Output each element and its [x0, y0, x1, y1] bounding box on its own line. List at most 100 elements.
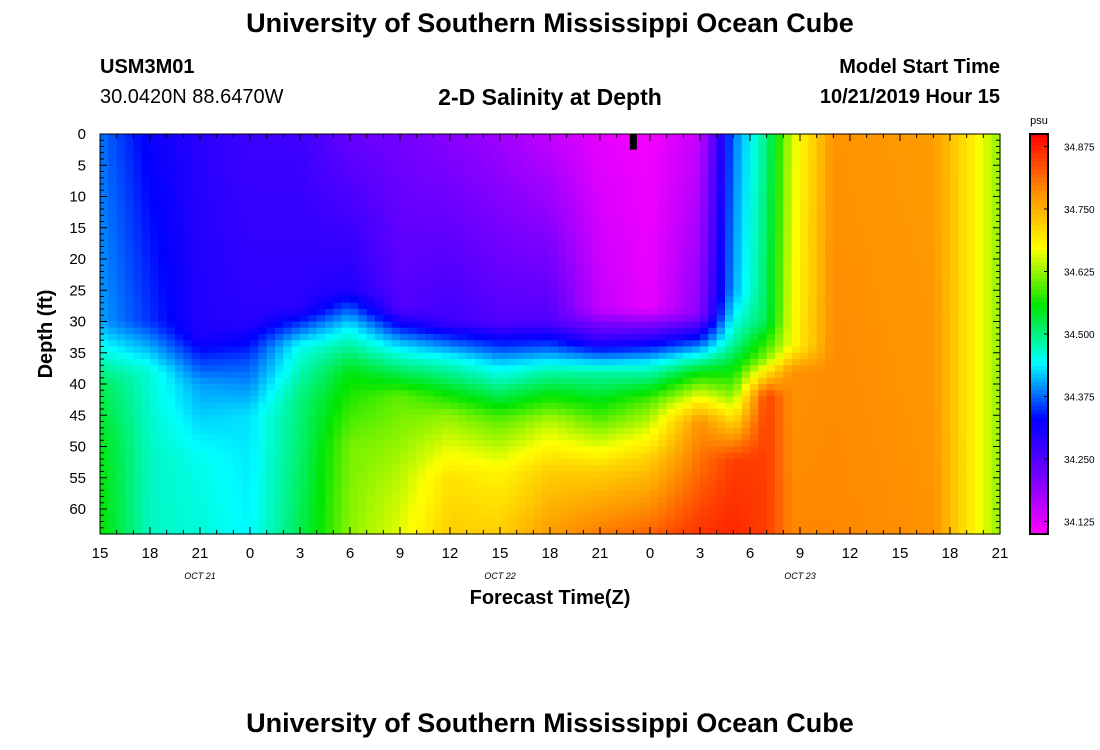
heatmap-cell	[208, 284, 218, 291]
heatmap-cell	[200, 309, 209, 316]
heatmap-cell	[533, 309, 543, 316]
heatmap-cell	[183, 209, 193, 216]
heatmap-cell	[408, 427, 418, 435]
heatmap-cell	[608, 152, 618, 160]
heatmap-cell	[383, 234, 393, 241]
heatmap-cell	[366, 196, 376, 204]
heatmap-cell	[100, 271, 109, 279]
heatmap-cell	[366, 284, 376, 291]
heatmap-cell	[258, 352, 268, 360]
heatmap-cell	[175, 221, 184, 229]
heatmap-cell	[291, 259, 301, 266]
heatmap-cell	[450, 352, 459, 360]
heatmap-cell	[650, 265, 659, 273]
heatmap-cell	[691, 502, 701, 510]
heatmap-cell	[258, 346, 268, 354]
heatmap-cell	[125, 171, 134, 179]
heatmap-cell	[525, 359, 534, 366]
heatmap-cell	[716, 527, 726, 535]
heatmap-cell	[625, 359, 634, 366]
heatmap-cell	[183, 502, 193, 510]
heatmap-cell	[283, 509, 293, 516]
heatmap-cell	[633, 227, 643, 235]
heatmap-cell	[483, 171, 493, 179]
heatmap-cell	[741, 396, 751, 404]
heatmap-cell	[166, 384, 176, 391]
heatmap-cell	[100, 290, 109, 298]
heatmap-cell	[108, 215, 118, 223]
heatmap-cell	[308, 277, 318, 285]
heatmap-cell	[733, 527, 743, 535]
heatmap-cell	[666, 196, 676, 204]
heatmap-cell	[291, 277, 301, 285]
heatmap-cell	[125, 384, 134, 391]
heatmap-cell	[491, 284, 501, 291]
heatmap-cell	[675, 252, 684, 260]
heatmap-cell	[283, 340, 293, 348]
heatmap-cell	[416, 502, 426, 510]
heatmap-cell	[150, 377, 159, 385]
heatmap-cell	[308, 177, 318, 185]
heatmap-cell	[100, 377, 109, 385]
heatmap-cell	[433, 171, 443, 179]
heatmap-cell	[333, 252, 343, 260]
heatmap-cell	[458, 152, 468, 160]
heatmap-cell	[183, 134, 193, 141]
heatmap-cell	[308, 515, 318, 523]
heatmap-cell	[333, 521, 343, 529]
heatmap-cell	[183, 327, 193, 335]
heatmap-cell	[333, 471, 343, 479]
heatmap-cell	[608, 340, 618, 348]
heatmap-cell	[483, 252, 493, 260]
heatmap-cell	[241, 309, 251, 316]
heatmap-cell	[433, 246, 443, 254]
heatmap-cell	[675, 209, 684, 216]
heatmap-cell	[641, 290, 651, 298]
heatmap-cell	[600, 165, 609, 173]
heatmap-cell	[325, 459, 334, 466]
heatmap-cell	[283, 209, 293, 216]
heatmap-cell	[650, 221, 659, 229]
heatmap-cell	[533, 240, 543, 248]
heatmap-cell	[150, 246, 159, 254]
heatmap-cell	[433, 359, 443, 366]
heatmap-cell	[333, 277, 343, 285]
heatmap-cell	[591, 352, 601, 360]
heatmap-cell	[491, 390, 501, 398]
heatmap-cell	[400, 296, 409, 304]
heatmap-cell	[383, 146, 393, 154]
heatmap-cell	[566, 377, 576, 385]
heatmap-cell	[283, 146, 293, 154]
heatmap-cell	[391, 427, 401, 435]
heatmap-cell	[625, 427, 634, 435]
heatmap-cell	[108, 134, 118, 141]
heatmap-cell	[108, 402, 118, 410]
heatmap-cell	[366, 390, 376, 398]
heatmap-cell	[500, 365, 509, 373]
heatmap-cell	[408, 259, 418, 266]
heatmap-cell	[558, 340, 568, 348]
heatmap-cell	[216, 484, 226, 491]
heatmap-cell	[366, 146, 376, 154]
heatmap-cell	[416, 409, 426, 416]
heatmap-cell	[216, 346, 226, 354]
heatmap-cell	[450, 359, 459, 366]
heatmap-cell	[191, 490, 201, 498]
heatmap-cell	[450, 171, 459, 179]
heatmap-cell	[516, 452, 526, 460]
heatmap-cell	[141, 327, 151, 335]
heatmap-cell	[741, 327, 751, 335]
heatmap-cell	[191, 496, 201, 504]
heatmap-cell	[333, 159, 343, 166]
heatmap-cell	[116, 384, 126, 391]
heatmap-cell	[133, 277, 143, 285]
heatmap-cell	[216, 427, 226, 435]
heatmap-cell	[416, 190, 426, 198]
heatmap-cell	[400, 402, 409, 410]
heatmap-cell	[516, 440, 526, 448]
heatmap-cell	[308, 159, 318, 166]
heatmap-cell	[183, 277, 193, 285]
heatmap-cell	[300, 334, 309, 341]
heatmap-cell	[416, 471, 426, 479]
heatmap-cell	[725, 227, 734, 235]
